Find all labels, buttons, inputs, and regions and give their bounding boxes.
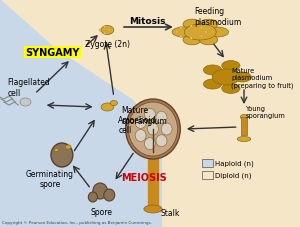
- Ellipse shape: [240, 115, 248, 120]
- Circle shape: [126, 100, 180, 159]
- Circle shape: [190, 25, 193, 28]
- Circle shape: [104, 189, 115, 201]
- Ellipse shape: [101, 104, 114, 111]
- Text: Haploid (n): Haploid (n): [215, 160, 254, 167]
- Ellipse shape: [203, 66, 222, 76]
- Ellipse shape: [222, 84, 240, 94]
- Circle shape: [103, 33, 106, 35]
- Circle shape: [200, 36, 203, 39]
- Circle shape: [145, 109, 155, 121]
- Text: Germinating
spore: Germinating spore: [26, 169, 74, 189]
- Ellipse shape: [66, 145, 71, 149]
- FancyBboxPatch shape: [202, 159, 213, 167]
- Circle shape: [200, 27, 203, 30]
- Circle shape: [135, 130, 146, 142]
- Circle shape: [103, 27, 106, 29]
- Text: Mature
sporangium: Mature sporangium: [121, 106, 167, 125]
- Text: Spore: Spore: [91, 207, 113, 216]
- FancyBboxPatch shape: [202, 171, 213, 179]
- Circle shape: [128, 103, 178, 156]
- Ellipse shape: [183, 36, 201, 46]
- Circle shape: [88, 192, 98, 202]
- Text: Mature
plasmodium
(preparing to fruit): Mature plasmodium (preparing to fruit): [231, 68, 294, 88]
- Text: Flagellated
cell: Flagellated cell: [7, 78, 50, 97]
- Ellipse shape: [200, 20, 217, 30]
- Circle shape: [108, 30, 110, 32]
- Text: Feeding
plasmodium: Feeding plasmodium: [194, 7, 241, 27]
- Ellipse shape: [205, 28, 229, 38]
- Circle shape: [93, 183, 107, 199]
- Ellipse shape: [20, 99, 31, 106]
- Text: Young
sporangium: Young sporangium: [246, 106, 286, 118]
- Ellipse shape: [54, 149, 59, 152]
- Circle shape: [190, 37, 193, 40]
- Circle shape: [99, 30, 101, 32]
- Text: Copyright © Pearson Education, Inc., publishing as Benjamin Cummings.: Copyright © Pearson Education, Inc., pub…: [2, 220, 152, 224]
- Ellipse shape: [184, 25, 216, 41]
- Ellipse shape: [144, 205, 162, 213]
- Ellipse shape: [203, 80, 222, 90]
- Text: Mitosis: Mitosis: [129, 16, 166, 25]
- Circle shape: [156, 135, 167, 147]
- Text: Stalk: Stalk: [160, 209, 180, 217]
- Text: Zygote (2n): Zygote (2n): [85, 40, 130, 49]
- Polygon shape: [0, 0, 162, 227]
- Circle shape: [145, 138, 155, 150]
- Circle shape: [179, 27, 182, 30]
- Ellipse shape: [183, 20, 201, 30]
- Circle shape: [148, 123, 158, 135]
- Text: Diploid (n): Diploid (n): [215, 172, 251, 178]
- Circle shape: [179, 36, 182, 39]
- Circle shape: [175, 31, 178, 34]
- Circle shape: [161, 123, 172, 135]
- Ellipse shape: [172, 28, 196, 38]
- Circle shape: [156, 112, 167, 124]
- Text: Amoeboid
cell: Amoeboid cell: [118, 116, 157, 135]
- Ellipse shape: [101, 26, 114, 35]
- Circle shape: [135, 117, 146, 129]
- Text: MEIOSIS: MEIOSIS: [121, 172, 167, 182]
- Ellipse shape: [233, 73, 251, 83]
- Bar: [241, 118, 247, 135]
- Ellipse shape: [212, 70, 239, 86]
- Ellipse shape: [222, 61, 240, 71]
- Ellipse shape: [200, 36, 217, 46]
- Circle shape: [51, 143, 73, 167]
- Text: SYNGAMY: SYNGAMY: [26, 48, 80, 58]
- Circle shape: [204, 31, 207, 34]
- Ellipse shape: [110, 101, 118, 106]
- Ellipse shape: [237, 137, 251, 142]
